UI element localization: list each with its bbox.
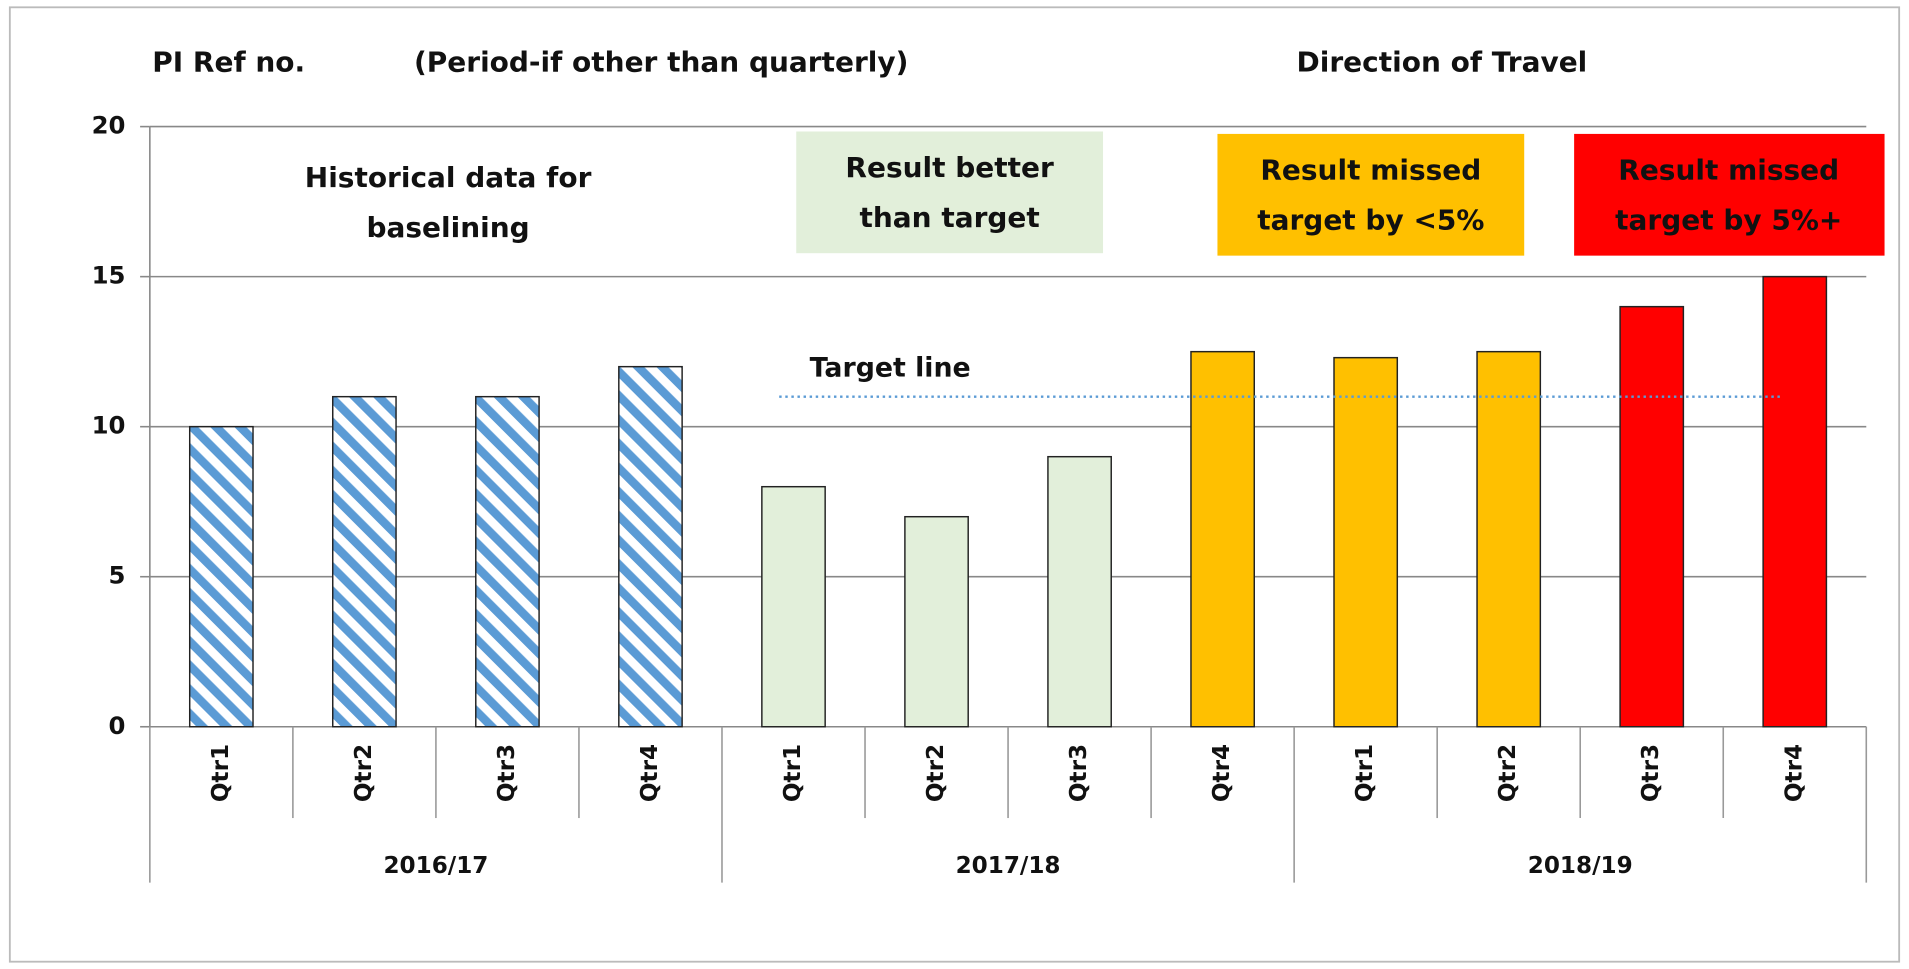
header-text: (Period-if other than quarterly) [414, 45, 908, 78]
x-tick-label: Qtr3 [1066, 744, 1092, 802]
annotation-text: target by <5% [1257, 204, 1484, 237]
target-label: Target line [810, 352, 971, 383]
annotation-text: Result better [845, 151, 1054, 184]
annotation-text: target by 5%+ [1615, 204, 1842, 237]
x-tick-label: Qtr1 [780, 744, 806, 802]
header-text: PI Ref no. [152, 45, 305, 78]
x-tick-label: Qtr4 [1209, 744, 1235, 802]
group-label: 2017/18 [956, 853, 1061, 879]
y-tick-label: 10 [92, 411, 126, 440]
bar [618, 365, 683, 728]
annotation-box [1574, 133, 1885, 256]
annotation-box [796, 131, 1104, 254]
annotation-text: Result missed [1260, 154, 1481, 187]
y-tick-label: 0 [109, 711, 126, 740]
x-tick-label: Qtr4 [1781, 744, 1807, 802]
annotation-text: baselining [366, 211, 529, 244]
annotation-text: than target [859, 201, 1039, 234]
group-label: 2018/19 [1528, 853, 1633, 879]
group-label: 2016/17 [383, 853, 488, 879]
y-tick-label: 5 [109, 561, 126, 590]
bar [1190, 350, 1255, 728]
bar [1047, 455, 1112, 728]
x-tick-label: Qtr1 [1352, 744, 1378, 802]
bar [761, 485, 826, 728]
bar [1619, 305, 1685, 728]
bar [1762, 275, 1828, 728]
x-tick-label: Qtr2 [351, 744, 377, 802]
bar [1333, 356, 1399, 728]
annotation-text: Historical data for [305, 161, 592, 194]
x-tick-label: Qtr1 [208, 744, 234, 802]
bar [332, 395, 397, 728]
header-text: Direction of Travel [1297, 45, 1588, 78]
y-tick-label: 20 [92, 111, 126, 140]
x-tick-label: Qtr2 [923, 744, 949, 802]
bar [475, 395, 540, 728]
x-tick-label: Qtr2 [1495, 744, 1521, 802]
bar [904, 515, 969, 728]
bar [1476, 350, 1542, 728]
y-tick-label: 15 [92, 261, 126, 290]
x-tick-label: Qtr3 [494, 744, 520, 802]
x-tick-label: Qtr4 [637, 744, 663, 802]
bar [188, 425, 254, 728]
x-tick-label: Qtr3 [1638, 744, 1664, 802]
annotation-box [1217, 133, 1525, 256]
annotation-text: Result missed [1618, 154, 1839, 187]
